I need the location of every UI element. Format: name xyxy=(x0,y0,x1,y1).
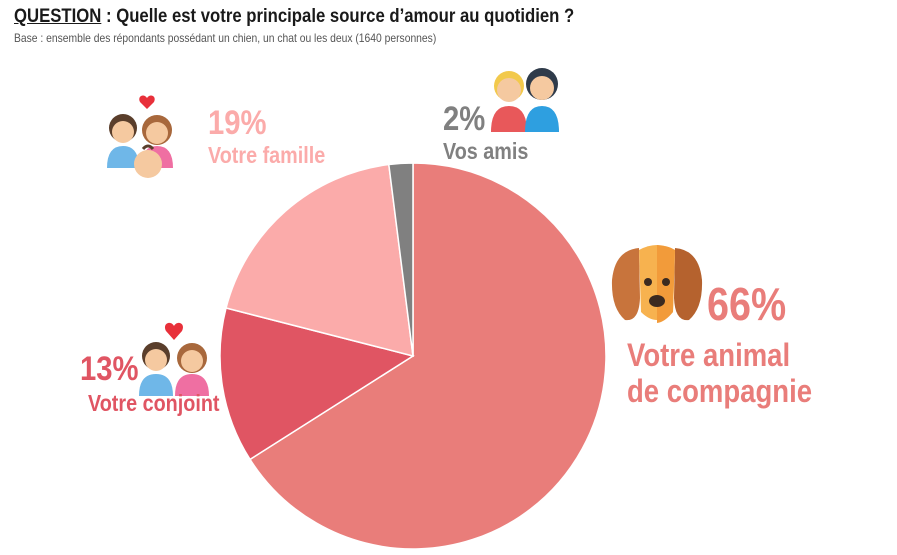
question-keyword: QUESTION xyxy=(14,6,102,27)
base-note: Base : ensemble des répondants possédant… xyxy=(14,31,437,45)
name-famille: Votre famille xyxy=(208,142,326,168)
family-icon xyxy=(107,95,173,178)
pie-slice-0 xyxy=(249,162,607,550)
pie-slice-1 xyxy=(219,307,415,461)
pct-conjoint: 13% xyxy=(80,350,139,388)
pct-famille: 19% xyxy=(208,104,267,142)
label-animal: Votre animal de compagnie xyxy=(627,337,842,409)
label-conjoint: 13% Votre conjoint xyxy=(80,350,241,418)
pct-animal-wrap: 66% xyxy=(707,280,799,328)
question-title: QUESTION : Quelle est votre principale s… xyxy=(14,6,574,28)
name-animal-line1: Votre animal xyxy=(627,337,791,373)
friends-icon xyxy=(491,68,559,132)
pie-slice-2 xyxy=(225,163,414,358)
question-text: Quelle est votre principale source d’amo… xyxy=(116,6,575,27)
name-amis: Vos amis xyxy=(443,138,529,164)
pct-amis: 2% xyxy=(443,100,486,138)
name-conjoint: Votre conjoint xyxy=(88,390,220,416)
question-separator: : xyxy=(101,6,117,27)
couple-heart-icon xyxy=(139,322,209,396)
name-animal-line2: de compagnie xyxy=(627,373,813,409)
chart-header: QUESTION : Quelle est votre principale s… xyxy=(14,6,651,45)
label-amis: 2% Vos amis xyxy=(443,100,542,164)
label-famille: 19% Votre famille xyxy=(208,104,344,168)
pie-slice-3 xyxy=(387,162,414,357)
dog-icon xyxy=(611,245,703,323)
pct-animal: 66% xyxy=(707,278,787,330)
